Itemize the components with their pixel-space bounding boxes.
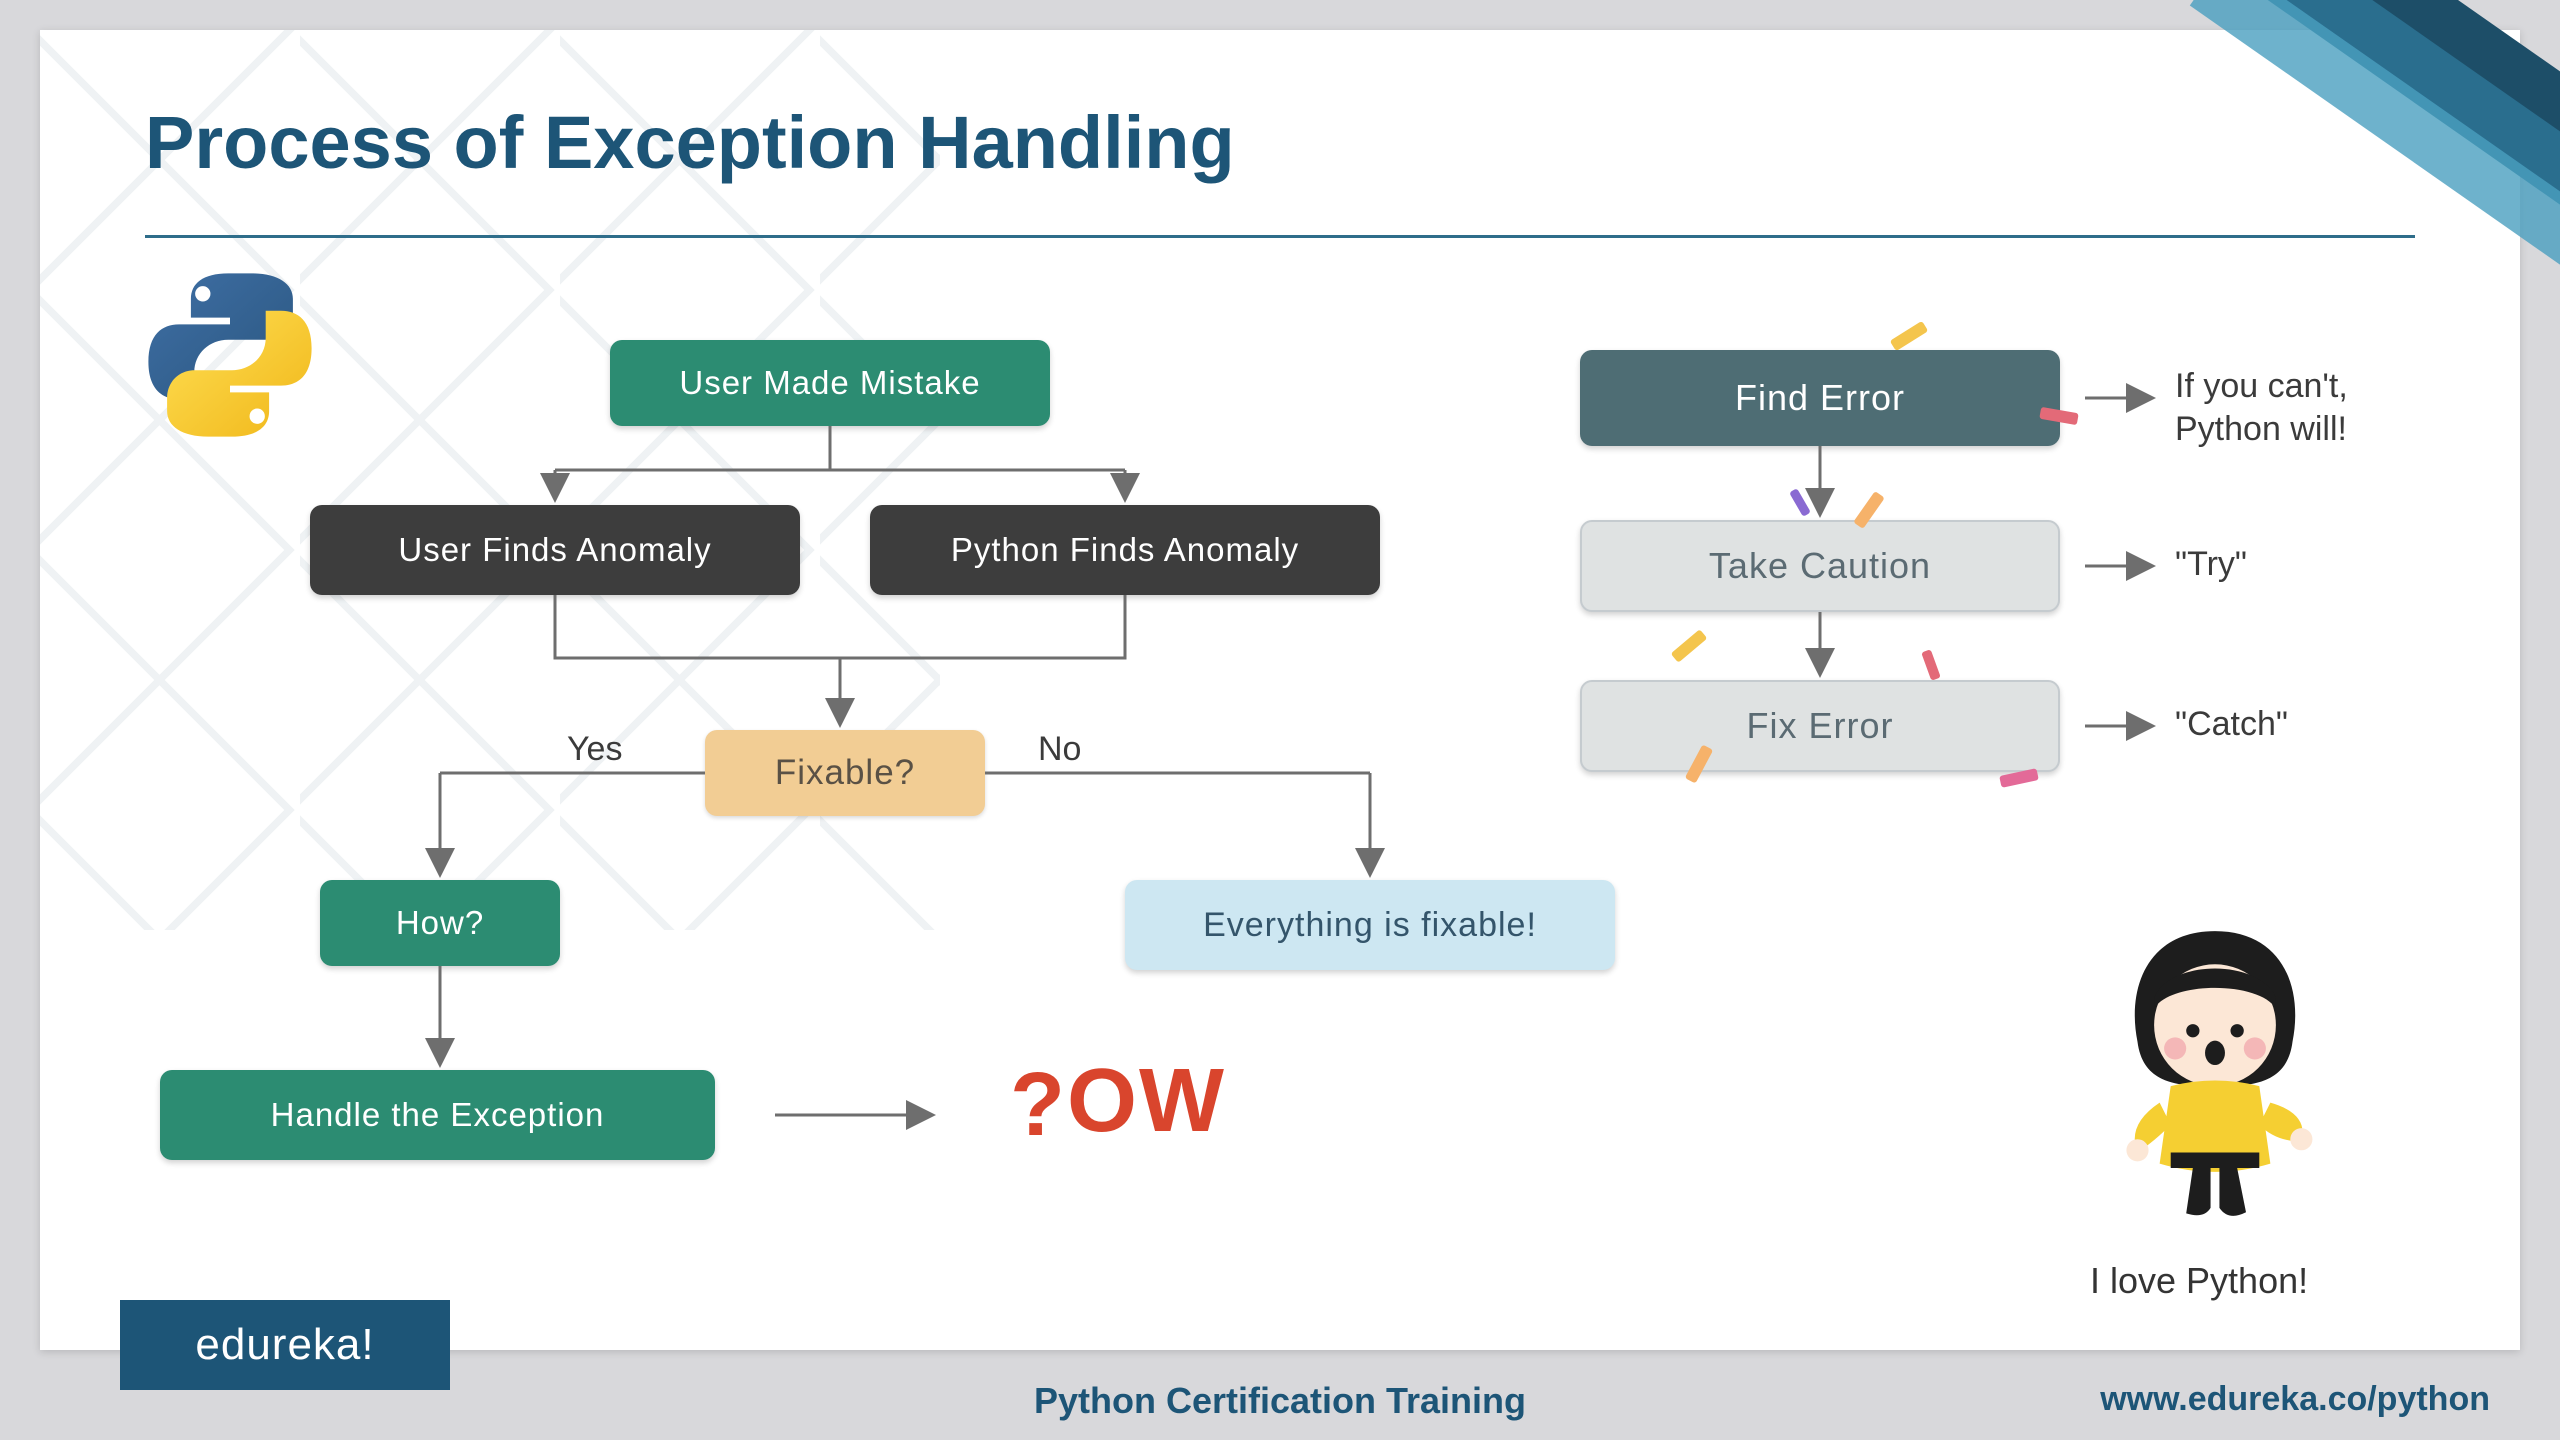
how-ow: OW xyxy=(1067,1051,1226,1151)
node-user-made-mistake: User Made Mistake xyxy=(610,340,1050,426)
node-take-caution: Take Caution xyxy=(1580,520,2060,612)
node-python-finds-anomaly: Python Finds Anomaly xyxy=(870,505,1380,595)
how-q-glyph: ? xyxy=(1010,1054,1067,1157)
title-rule xyxy=(145,235,2415,238)
node-find-error: Find Error xyxy=(1580,350,2060,446)
annot-try: "Try" xyxy=(2175,545,2247,584)
character-icon xyxy=(2100,920,2330,1230)
confetti-icon xyxy=(1890,321,1929,351)
node-user-finds-anomaly: User Finds Anomaly xyxy=(310,505,800,595)
how-big-text: ?OW xyxy=(1010,1050,1226,1153)
confetti-icon xyxy=(1921,649,1941,681)
python-logo-icon xyxy=(145,270,315,440)
node-everything-fixable: Everything is fixable! xyxy=(1125,880,1615,970)
confetti-icon xyxy=(1671,629,1708,663)
corner-ribbons xyxy=(2170,20,2530,220)
annot-catch: "Catch" xyxy=(2175,705,2288,744)
node-how: How? xyxy=(320,880,560,966)
slide: Process of Exception Handling User Made … xyxy=(40,30,2520,1350)
node-handle-exception: Handle the Exception xyxy=(160,1070,715,1160)
label-yes: Yes xyxy=(567,730,622,769)
page-title: Process of Exception Handling xyxy=(145,100,1235,185)
label-no: No xyxy=(1038,730,1081,769)
confetti-icon xyxy=(1789,488,1811,517)
node-fixable-decision: Fixable? xyxy=(705,730,985,816)
annot-find: If you can't, Python will! xyxy=(2175,365,2348,450)
footer-url: www.edureka.co/python xyxy=(2100,1380,2490,1419)
character-caption: I love Python! xyxy=(2090,1260,2308,1302)
footer-brand: edureka! xyxy=(120,1300,450,1390)
node-fix-error: Fix Error xyxy=(1580,680,2060,772)
